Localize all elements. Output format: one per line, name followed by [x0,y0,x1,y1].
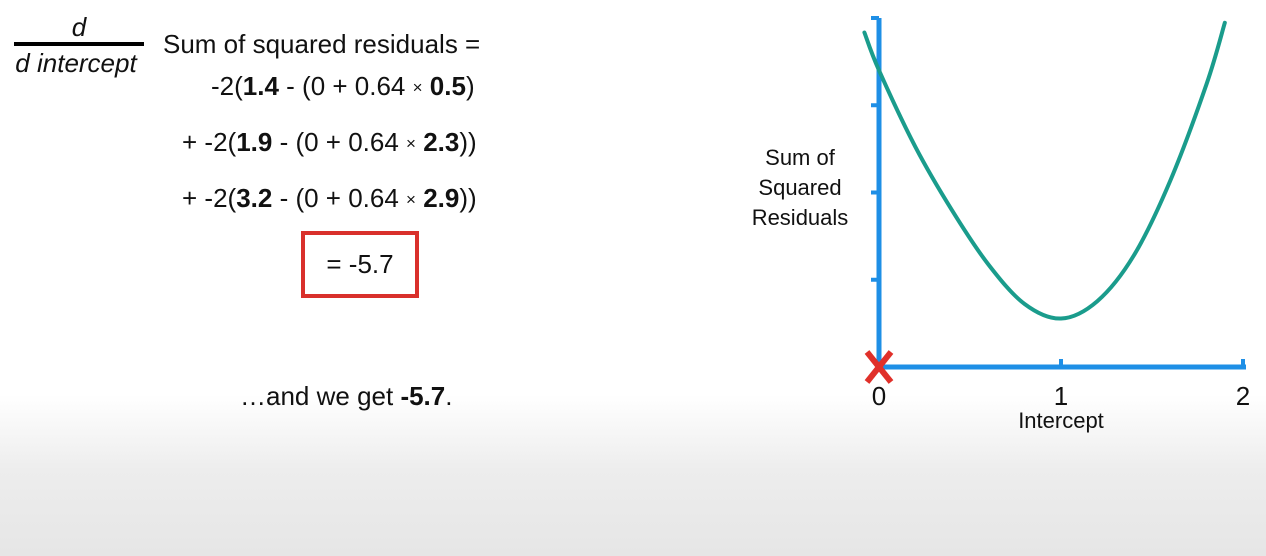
result-box: = -5.7 [301,231,419,298]
derivative-fraction: d d intercept [0,14,158,76]
equation-term-1: -2(1.4 - (0 + 0.64 × 0.5) [211,70,475,106]
x-tick-label: 0 [872,381,886,411]
equation-term-2: + -2(1.9 - (0 + 0.64 × 2.3)) [182,126,477,162]
ssr-curve [862,20,1227,321]
origin-x-marker [864,350,894,384]
term-suffix: )) [459,183,477,213]
y-axis-label-line: Residuals [752,205,849,230]
caption: …and we get -5.7. [240,380,452,412]
fraction-denominator: d intercept [15,48,137,78]
term-middle: - (0 + 0.64 [272,127,407,157]
x-tick-label: 2 [1236,381,1250,411]
times-sign: × [412,78,423,97]
equation-heading: Sum of squared residuals = [163,29,481,59]
term-x: 2.9 [423,183,460,213]
term-x: 0.5 [429,71,466,101]
term-prefix: -2( [211,71,243,101]
term-middle: - (0 + 0.64 [272,183,407,213]
caption-end: . [445,381,453,411]
fraction-numerator: d [71,12,87,42]
equation-term-3: + -2(3.2 - (0 + 0.64 × 2.9)) [182,182,477,218]
y-axis-label-line: Squared [758,175,841,200]
term-observed: 3.2 [236,183,273,213]
fraction-bar [14,42,144,46]
term-prefix: + -2( [182,183,237,213]
term-middle: - (0 + 0.64 [278,71,413,101]
x-axis-label: Intercept [1018,408,1104,433]
term-observed: 1.9 [236,127,273,157]
result-value: = -5.7 [326,249,394,279]
term-x: 2.3 [423,127,460,157]
term-suffix: ) [465,71,475,101]
term-observed: 1.4 [242,71,279,101]
term-prefix: + -2( [182,127,237,157]
term-suffix: )) [459,127,477,157]
times-sign: × [406,134,416,153]
y-axis-label-line: Sum of [765,145,836,170]
caption-text: …and we get [240,381,401,411]
marker-stroke [864,350,894,384]
caption-value: -5.7 [400,381,446,411]
times-sign: × [406,190,416,209]
x-tick-label: 1 [1054,381,1068,411]
